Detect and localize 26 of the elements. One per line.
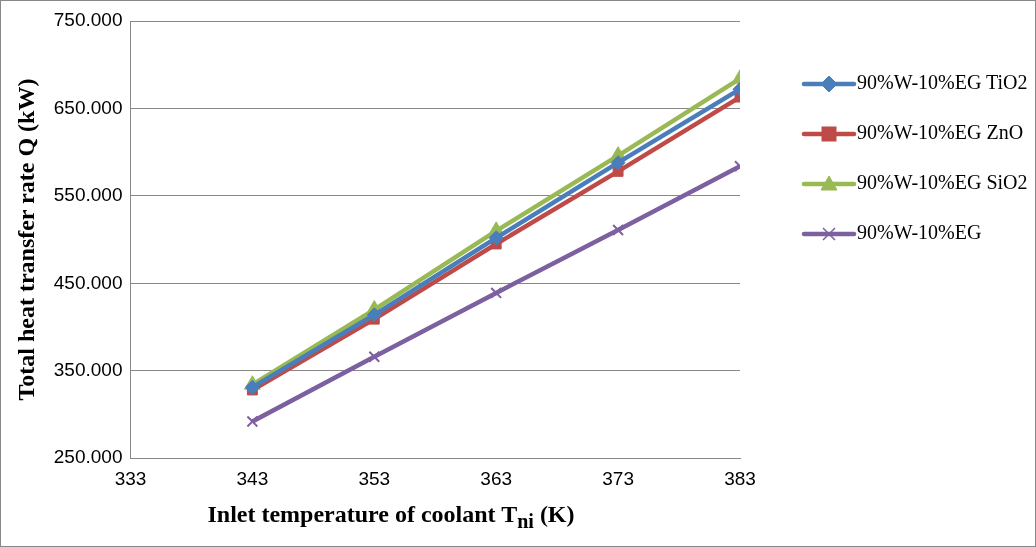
- point: [244, 379, 260, 395]
- x-tick-label: 333: [114, 467, 147, 489]
- x-tick-label: 343: [236, 467, 269, 489]
- x-axis-title: Inlet temperature of coolant T$_{ni}$ (K): [206, 501, 576, 533]
- y-tick-label: 750.000: [53, 9, 123, 31]
- point: [246, 415, 259, 428]
- y-tick-label: 450.000: [53, 271, 123, 293]
- y-axis-title: Total heat transfer rate Q (kW): [12, 78, 39, 401]
- x-tick-label: 383: [724, 467, 756, 489]
- point: [368, 350, 381, 363]
- legend-label: 90%W-10%EG SiO2: [857, 171, 1028, 194]
- point: [366, 307, 382, 323]
- point: [490, 286, 503, 299]
- point: [610, 155, 626, 171]
- point: [488, 230, 504, 246]
- y-tick-label: 250.000: [53, 446, 123, 468]
- y-tick-label: 550.000: [53, 184, 123, 206]
- point: [612, 224, 625, 236]
- legend-label: 90%W-10%EG TiO2: [857, 71, 1028, 94]
- legend-label: 90%W-10%EG ZnO: [857, 121, 1024, 144]
- legend-label: 90%W-10%EG: [857, 221, 982, 244]
- y-tick-label: 350.000: [53, 358, 123, 380]
- y-tick-label: 650.000: [53, 96, 123, 118]
- x-tick-label: 353: [358, 467, 391, 489]
- x-tick-label: 373: [602, 467, 634, 489]
- x-tick-label: 363: [480, 467, 513, 489]
